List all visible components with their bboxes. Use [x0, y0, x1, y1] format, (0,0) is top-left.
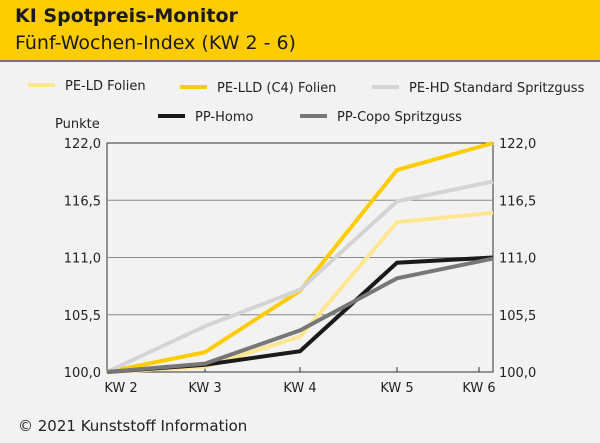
- x-tick-label: KW 6: [462, 381, 495, 396]
- x-tick-label: KW 2: [104, 381, 137, 396]
- legend-label: PE-LLD (C4) Folien: [217, 81, 336, 96]
- y-axis-label: Punkte: [55, 117, 100, 132]
- copyright: © 2021 Kunststoff Information: [18, 417, 248, 435]
- header-banner: KI Spotpreis-Monitor Fünf-Wochen-Index (…: [0, 0, 600, 62]
- legend-label: PP-Copo Spritzguss: [337, 110, 462, 125]
- y-tick-label-right: 105,5: [499, 309, 536, 324]
- y-tick-label-right: 100,0: [499, 366, 536, 381]
- y-tick-label-right: 116,5: [499, 194, 536, 209]
- y-tick-label-left: 122,0: [64, 137, 101, 152]
- legend-label: PP-Homo: [195, 110, 253, 125]
- chart-title: KI Spotpreis-Monitor: [15, 5, 238, 27]
- legend-label: PE-LD Folien: [65, 79, 146, 94]
- y-tick-label-right: 111,0: [499, 252, 536, 267]
- y-tick-label-left: 116,5: [64, 194, 101, 209]
- chart-subtitle: Fünf-Wochen-Index (KW 2 - 6): [15, 32, 296, 54]
- y-tick-label-right: 122,0: [499, 137, 536, 152]
- y-tick-label-left: 111,0: [64, 252, 101, 267]
- y-tick-label-left: 105,5: [64, 309, 101, 324]
- x-tick-label: KW 4: [283, 381, 316, 396]
- x-tick-label: KW 3: [188, 381, 221, 396]
- x-tick-label: KW 5: [380, 381, 413, 396]
- legend-label: PE-HD Standard Spritzguss: [409, 81, 585, 96]
- y-tick-label-left: 100,0: [64, 366, 101, 381]
